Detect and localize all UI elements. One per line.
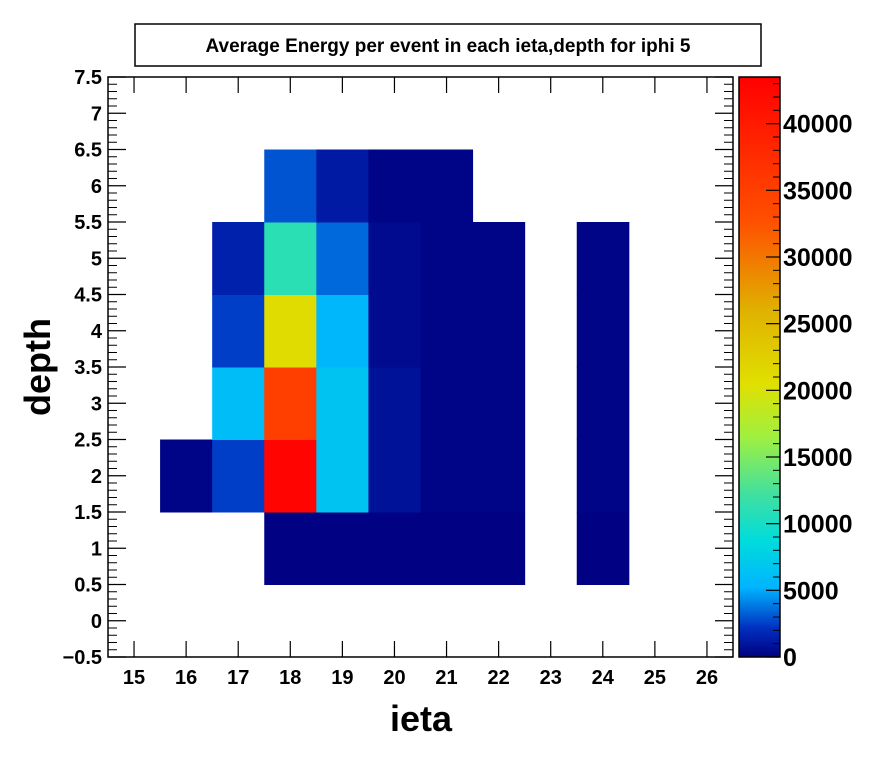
x-tick-label: 18 (279, 667, 301, 689)
heatmap-cells (160, 149, 630, 585)
x-tick-label: 16 (175, 667, 197, 689)
heatmap-cell (576, 222, 630, 295)
heatmap-cell (472, 222, 526, 295)
heatmap-cell (316, 512, 369, 585)
heatmap-cell (420, 367, 474, 440)
chart-title: Average Energy per event in each ieta,de… (206, 36, 691, 57)
heatmap-cell (472, 439, 526, 513)
color-scale-bar (738, 76, 781, 658)
heatmap-cell (264, 367, 317, 440)
heatmap-cell (368, 149, 421, 223)
y-tick-label: 5 (91, 248, 102, 270)
heatmap-cell (212, 294, 265, 368)
heatmap-cell (420, 439, 474, 513)
heatmap-cell (316, 439, 369, 513)
y-tick-label: 1 (91, 538, 102, 560)
chart-title-box: Average Energy per event in each ieta,de… (134, 23, 762, 67)
y-tick-label: 4 (91, 321, 103, 343)
heatmap-cell (368, 222, 421, 295)
heatmap-cell (576, 367, 630, 440)
x-tick-label: 20 (383, 667, 405, 689)
heatmap-cell (576, 294, 630, 368)
x-tick-label: 21 (435, 667, 457, 689)
x-tick-label: 19 (331, 667, 353, 689)
heatmap-cell (316, 367, 369, 440)
y-tick-label: −0.5 (63, 647, 102, 669)
heatmap-cell (368, 512, 421, 585)
x-tick-label: 25 (644, 667, 666, 689)
y-tick-label: 6 (91, 176, 102, 198)
y-tick-label: 0.5 (74, 575, 102, 597)
heatmap-cell (576, 512, 630, 585)
heatmap-cell (212, 367, 265, 440)
heatmap-cell (576, 439, 630, 513)
heatmap-cell (472, 367, 526, 440)
heatmap-cell (264, 512, 317, 585)
y-tick-label: 7.5 (74, 67, 102, 89)
heatmap-cell (264, 222, 317, 295)
heatmap-cell (420, 294, 474, 368)
x-tick-label: 22 (488, 667, 510, 689)
heatmap-cell (160, 439, 213, 513)
x-tick-label: 26 (696, 667, 718, 689)
y-tick-label: 7 (91, 103, 102, 125)
x-axis-title: ieta (390, 698, 453, 739)
y-tick-label: 6.5 (74, 140, 102, 162)
heatmap-cell (264, 294, 317, 368)
heatmap-cell (316, 294, 369, 368)
y-tick-label: 3.5 (74, 357, 102, 379)
y-tick-label: 3 (91, 393, 102, 415)
heatmap-cell (316, 149, 369, 223)
z-tick-label: 25000 (783, 311, 853, 339)
heatmap-cell (472, 512, 526, 585)
y-tick-label: 2.5 (74, 430, 102, 452)
z-tick-label: 0 (783, 644, 797, 672)
y-axis-title: depth (17, 318, 58, 416)
z-tick-label: 20000 (783, 377, 853, 405)
y-tick-label: 2 (91, 466, 102, 488)
y-tick-label: 5.5 (74, 212, 102, 234)
z-tick-label: 40000 (783, 111, 853, 139)
y-axis-ticks: −0.5 0 0.5 1 1.5 2 2.5 3 3.5 4 4.5 5 5.5 6 6.5 7 7.5 (63, 67, 733, 669)
heatmap-cell (420, 512, 474, 585)
heatmap-cell (368, 367, 421, 440)
z-tick-label: 5000 (783, 577, 839, 605)
heatmap-cell (368, 294, 421, 368)
heatmap-cell (420, 149, 474, 223)
x-tick-label: 17 (227, 667, 249, 689)
z-tick-label: 30000 (783, 244, 853, 272)
y-tick-label: 4.5 (74, 285, 102, 307)
x-tick-label: 15 (123, 667, 145, 689)
heatmap-cell (212, 439, 265, 513)
x-axis-ticks: 15 16 17 18 19 20 21 22 23 24 25 26 (123, 77, 718, 689)
x-tick-label: 24 (592, 667, 615, 689)
heatmap-cell (472, 294, 526, 368)
heatmap-cell (212, 222, 265, 295)
y-tick-label: 1.5 (74, 502, 102, 524)
z-tick-label: 35000 (783, 177, 853, 205)
z-tick-label: 15000 (783, 444, 853, 472)
heatmap-cell (368, 439, 421, 513)
heatmap-cell (264, 439, 317, 513)
heatmap-cell (264, 149, 317, 223)
heatmap-cell (316, 222, 369, 295)
x-tick-label: 23 (540, 667, 562, 689)
z-tick-label: 10000 (783, 511, 853, 539)
color-scale-ticks: 0 5000 10000 15000 20000 25000 30000 35000 40000 (766, 83, 853, 672)
heatmap-cell (420, 222, 474, 295)
y-tick-label: 0 (91, 611, 102, 633)
